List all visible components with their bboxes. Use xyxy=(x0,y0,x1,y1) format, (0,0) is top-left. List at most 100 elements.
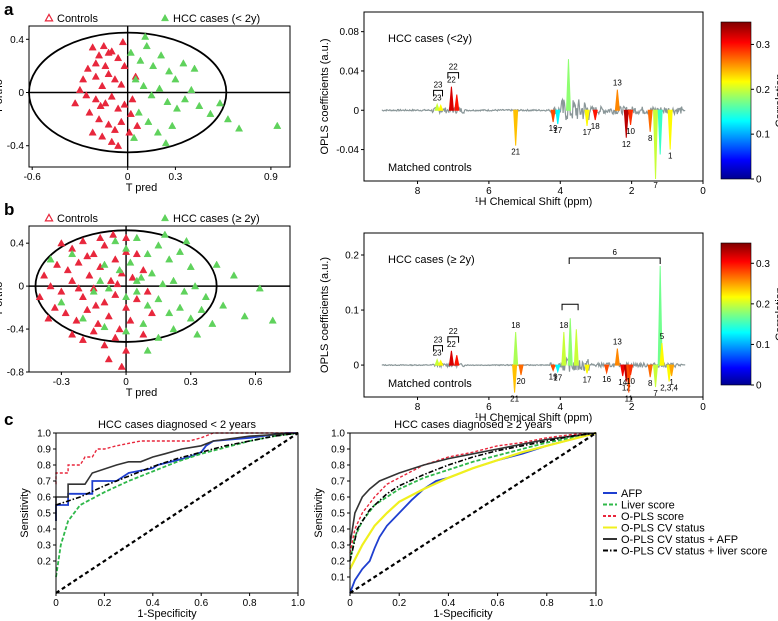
spectrum-peak xyxy=(550,364,556,373)
roc-curve-chance xyxy=(55,432,299,594)
control-point xyxy=(83,251,92,260)
hcc-point xyxy=(255,284,264,292)
hcc-point xyxy=(235,124,244,132)
panel-label-c: c xyxy=(4,410,13,429)
y-tick-label: 1.0 xyxy=(37,429,51,440)
hcc-point xyxy=(180,287,189,295)
x-tick-label: 0.4 xyxy=(146,598,160,609)
control-point xyxy=(100,298,109,306)
hcc-point xyxy=(131,75,140,83)
x-axis-label: T pred xyxy=(126,182,158,194)
control-point xyxy=(68,276,77,284)
peak-label: 16 xyxy=(602,375,611,384)
x-tick-label: 6 xyxy=(486,402,492,413)
peak-label: 10 xyxy=(626,127,635,136)
control-point xyxy=(91,301,100,309)
hcc-point xyxy=(212,260,221,268)
control-point xyxy=(126,316,135,324)
roc-curve-cv_liver xyxy=(349,432,597,562)
control-point xyxy=(46,282,55,290)
panel-label-a: a xyxy=(4,0,14,19)
control-point xyxy=(74,284,83,292)
colorbar-tick-label: 0.3 xyxy=(756,40,770,51)
hcc-point xyxy=(154,294,163,303)
hcc-point xyxy=(142,41,151,50)
spectrum-peak xyxy=(434,102,440,111)
x-tick-label: 0.4 xyxy=(441,598,455,609)
legend-hcc-label: HCC cases (< 2y) xyxy=(173,13,260,25)
x-axis-label-text: H Chemical Shift (ppm) xyxy=(479,196,593,208)
colorbar-tick-label: 0.1 xyxy=(756,340,770,351)
control-point xyxy=(114,141,123,149)
hcc-point xyxy=(186,262,195,270)
spectrum-peak xyxy=(604,364,610,375)
y-tick-label: -0.04 xyxy=(336,145,359,156)
hcc-point xyxy=(153,128,162,136)
x-tick-label: 8 xyxy=(415,402,421,413)
spectrum-peak xyxy=(565,59,571,111)
peak-label: 5 xyxy=(660,332,665,341)
hcc-point xyxy=(273,121,282,129)
hcc-point xyxy=(165,67,174,75)
hcc-point xyxy=(143,301,152,309)
peak-label: 22 xyxy=(447,76,456,85)
legend-label-cv_afp: O-PLS CV status + AFP xyxy=(621,534,738,546)
peak-bracket xyxy=(568,257,661,265)
y-axis-label: OPLS coefficients (a.u.) xyxy=(319,257,331,373)
bracket-label: 22 xyxy=(449,327,458,336)
y-tick-label: 0.6 xyxy=(37,493,51,504)
spectrum-peak xyxy=(555,364,561,374)
y-axis-label: OPLS coefficients (a.u.) xyxy=(319,39,331,155)
hcc-point xyxy=(132,233,141,241)
colorbar-tick-label: 0 xyxy=(756,381,762,392)
peak-label: 13 xyxy=(613,79,622,88)
x-tick-label: 4 xyxy=(557,402,563,413)
peak-label: 21 xyxy=(511,148,520,157)
x-tick-label: 0 xyxy=(125,172,131,183)
bracket-label: 23 xyxy=(434,336,443,345)
y-tick-label: 0.4 xyxy=(331,525,345,536)
legend-controls-label: Controls xyxy=(57,213,98,225)
y-tick-label: 0.4 xyxy=(10,239,24,250)
spectrum-peak xyxy=(627,109,634,126)
hcc-point xyxy=(187,85,196,93)
spectrum-peak xyxy=(437,359,444,366)
spectrum-peak xyxy=(567,318,573,366)
y-tick-label: 0.2 xyxy=(345,251,359,262)
peak-label: 19 xyxy=(549,373,558,382)
x-axis-label: 1H Chemical Shift (ppm) xyxy=(475,196,593,208)
control-point xyxy=(93,319,103,327)
hcc-point xyxy=(186,314,195,322)
roc-title: HCC cases diagnosed < 2 years xyxy=(98,419,257,431)
legend-hcc-marker xyxy=(160,13,170,22)
spectrum-peak xyxy=(647,364,653,378)
control-point xyxy=(125,128,134,136)
control-point xyxy=(88,43,97,51)
control-point xyxy=(44,314,53,322)
x-tick-label: 0.6 xyxy=(491,598,505,609)
control-point xyxy=(96,101,105,109)
bracket-label: 22 xyxy=(449,63,458,72)
hcc-point xyxy=(165,255,174,263)
hcc-point xyxy=(147,269,156,277)
y-tick-label: 0.08 xyxy=(340,27,360,38)
peak-bracket xyxy=(433,345,444,352)
control-point xyxy=(61,308,70,317)
hcc-point xyxy=(169,324,178,333)
control-point xyxy=(106,276,115,284)
x-tick-label: 1.0 xyxy=(291,598,305,609)
colorbar xyxy=(720,21,752,180)
hcc-point xyxy=(137,273,146,281)
plot-frame xyxy=(28,25,291,168)
control-point xyxy=(104,120,113,128)
peak-label: 21 xyxy=(510,395,519,404)
roc-curve-afp xyxy=(349,432,597,594)
control-point xyxy=(100,241,109,249)
control-point xyxy=(111,255,120,263)
hcc-point xyxy=(193,330,202,338)
hcc-point xyxy=(161,138,170,147)
hcc-point xyxy=(165,308,174,317)
spectrum-peak xyxy=(555,109,561,125)
